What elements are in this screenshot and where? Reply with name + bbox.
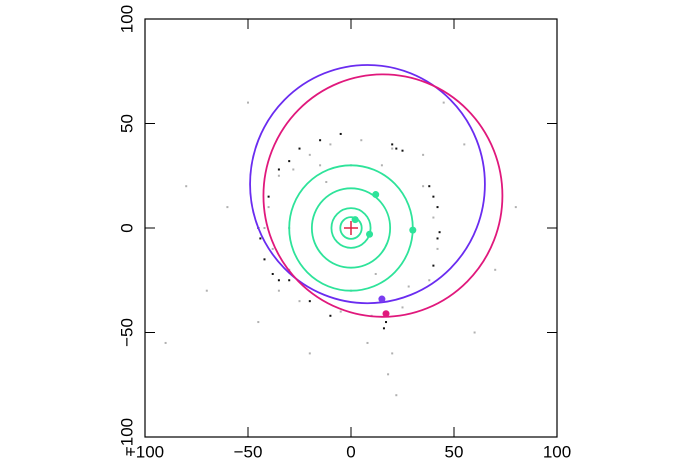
point xyxy=(319,139,322,142)
point xyxy=(329,314,332,317)
body xyxy=(351,216,359,224)
point xyxy=(308,352,311,355)
orbit xyxy=(249,64,486,305)
point xyxy=(380,164,383,167)
point xyxy=(288,160,291,163)
point xyxy=(329,143,332,146)
point xyxy=(438,231,441,234)
x-tick-label: 100 xyxy=(543,442,571,461)
point xyxy=(432,216,435,219)
point xyxy=(164,341,167,344)
point xyxy=(288,279,291,282)
point xyxy=(257,321,260,324)
sun-marker xyxy=(344,221,358,235)
x-tick-label: 0 xyxy=(346,442,355,461)
point xyxy=(374,272,377,275)
point xyxy=(205,289,208,292)
point xyxy=(514,206,517,209)
point xyxy=(271,247,274,250)
point xyxy=(277,279,280,282)
point xyxy=(432,264,435,267)
y-tick-label: −100 xyxy=(117,418,136,456)
x-tick-label: +100 xyxy=(126,442,164,461)
point xyxy=(395,147,398,150)
point xyxy=(436,206,439,209)
point xyxy=(339,132,342,135)
point xyxy=(463,143,466,146)
point xyxy=(267,195,270,198)
point xyxy=(263,258,266,261)
point xyxy=(428,279,431,282)
point xyxy=(292,168,295,171)
point xyxy=(271,272,274,275)
point xyxy=(422,185,425,188)
point xyxy=(387,373,390,376)
point xyxy=(319,164,322,167)
point xyxy=(247,101,249,104)
point xyxy=(226,206,229,209)
point xyxy=(360,139,363,142)
point xyxy=(432,195,435,198)
body xyxy=(378,295,386,303)
point xyxy=(422,153,425,156)
point xyxy=(277,174,280,177)
point xyxy=(401,149,404,152)
point xyxy=(325,181,328,184)
point xyxy=(277,168,280,171)
point xyxy=(494,268,497,271)
point xyxy=(385,321,388,324)
orbit xyxy=(310,187,392,269)
point xyxy=(298,147,301,150)
point xyxy=(428,185,431,188)
point xyxy=(436,247,439,250)
orbit xyxy=(262,73,504,318)
x-tick-label: −50 xyxy=(234,442,263,461)
point xyxy=(382,327,385,330)
point xyxy=(391,147,394,150)
point xyxy=(308,300,311,303)
body xyxy=(366,230,374,238)
y-tick-label: 50 xyxy=(117,114,136,133)
point xyxy=(308,153,311,156)
point xyxy=(391,143,394,146)
body xyxy=(382,310,390,318)
point xyxy=(185,185,188,188)
point xyxy=(395,394,398,397)
point xyxy=(267,206,270,209)
point xyxy=(407,285,410,288)
point xyxy=(259,237,262,240)
orbit xyxy=(339,216,363,240)
point xyxy=(298,300,301,303)
body xyxy=(372,191,380,199)
body xyxy=(409,226,417,234)
y-tick-label: −50 xyxy=(117,318,136,347)
point xyxy=(442,101,445,104)
y-tick-label: 0 xyxy=(117,223,136,232)
y-tick-label: 100 xyxy=(117,5,136,33)
x-tick-label: 50 xyxy=(445,442,464,461)
point xyxy=(473,331,476,334)
point xyxy=(277,289,280,292)
point xyxy=(391,352,394,355)
orbit xyxy=(330,207,372,249)
point xyxy=(263,227,266,229)
point xyxy=(339,310,342,313)
point xyxy=(436,237,439,240)
point xyxy=(366,341,369,344)
point xyxy=(401,306,404,309)
